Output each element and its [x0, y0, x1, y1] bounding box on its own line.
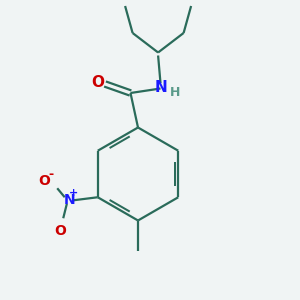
Text: O: O: [54, 224, 66, 238]
Text: O: O: [38, 174, 50, 188]
Text: N: N: [154, 80, 167, 95]
Text: O: O: [91, 75, 104, 90]
Text: +: +: [69, 188, 78, 198]
Text: -: -: [49, 168, 54, 181]
Text: N: N: [63, 193, 75, 207]
Text: H: H: [170, 85, 180, 99]
